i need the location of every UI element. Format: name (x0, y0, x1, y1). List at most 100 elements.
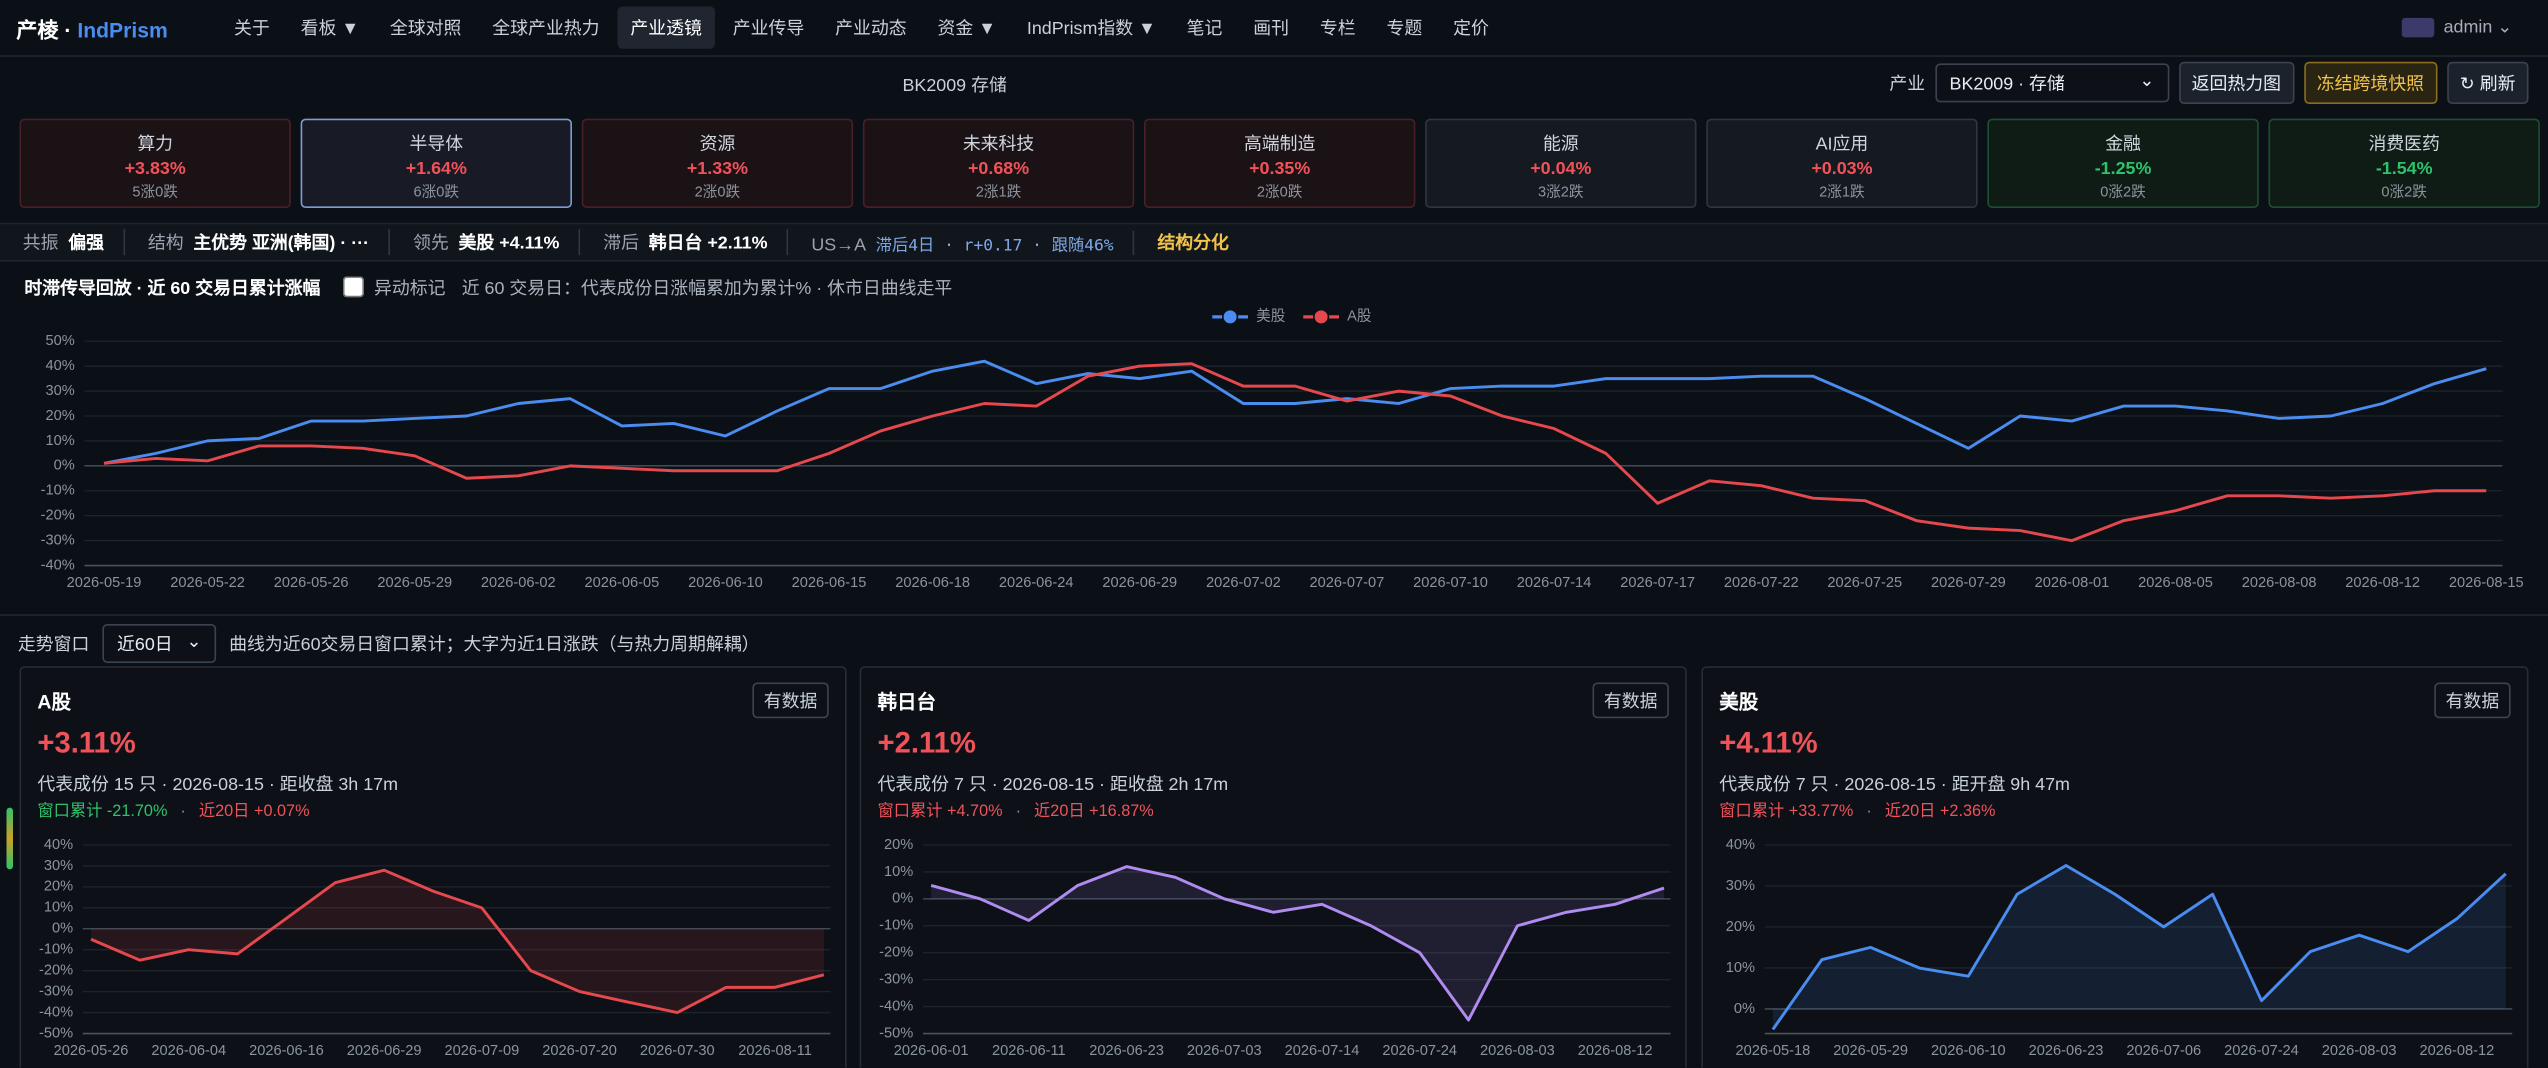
nav-item[interactable]: 全球产业热力 (492, 19, 600, 40)
sector-counts: 5涨0跌 (132, 183, 178, 200)
status-item: 共振 偏强 (0, 229, 126, 256)
nav-item[interactable]: 关于 (234, 19, 270, 40)
nav-item[interactable]: 看板 ▼ (300, 19, 360, 40)
y-tick-label: -50% (39, 1025, 73, 1041)
window-select[interactable]: 近60日 ⌄ (102, 624, 217, 663)
legend-label: 美股 (1256, 308, 1286, 325)
sector-counts: 2涨0跌 (694, 183, 741, 200)
y-tick-label: -40% (39, 1004, 73, 1020)
button[interactable]: ↻ 刷新 (2446, 61, 2529, 104)
status-value: 滞后4日 · r+0.17 · 跟随46% (875, 236, 1114, 255)
nav-item[interactable]: 产业传导 (732, 19, 805, 40)
sector-card[interactable]: 消费医药 -1.54% 0涨2跌 (2268, 118, 2540, 208)
sector-card[interactable]: 资源 +1.33% 2涨0跌 (581, 118, 854, 208)
area (91, 870, 824, 1013)
nav-item[interactable]: 产业动态 (835, 19, 907, 40)
legend-marker (1313, 308, 1330, 325)
sector-card[interactable]: 金融 -1.25% 0涨2跌 (1987, 118, 2259, 208)
panel-window: 窗口累计 +4.70% · 近20日 +16.87% (878, 796, 1154, 821)
sector-name: 消费医药 (2368, 134, 2440, 155)
sector-change: +1.33% (686, 159, 749, 179)
status-item: 结构 主优势 亚洲(韩国) · ··· (125, 229, 391, 256)
sector-change: -1.25% (2094, 159, 2152, 179)
brand-sep: · (64, 17, 72, 42)
nav-item[interactable]: 资金 ▼ (937, 19, 996, 40)
x-tick-label: 2026-06-10 (1931, 1043, 2006, 1059)
x-tick-label: 2026-05-22 (170, 575, 245, 591)
nav-item[interactable]: 专题 (1386, 19, 1423, 40)
y-tick-label: 0% (52, 921, 73, 937)
button[interactable]: 返回热力图 (2178, 61, 2295, 104)
panel-badge[interactable]: 有数据 (752, 682, 829, 719)
y-tick-label: -20% (39, 963, 73, 979)
sector-change: +3.83% (124, 159, 186, 179)
toggle[interactable]: 异动标记 (337, 271, 445, 302)
x-tick-label: 2026-07-25 (1827, 575, 1902, 591)
x-tick-label: 2026-07-20 (542, 1043, 617, 1059)
y-tick-label: 0% (892, 891, 913, 907)
x-tick-label: 2026-07-09 (444, 1043, 519, 1059)
user-menu[interactable]: admin ⌄ (2401, 16, 2512, 38)
industry-select[interactable]: BK2009 · 存储 ⌄ (1934, 63, 2169, 103)
status-item: 滞后 韩日台 +2.11% (581, 229, 789, 256)
panel-badge[interactable]: 有数据 (2434, 682, 2511, 719)
sector-card[interactable]: 高端制造 +0.35% 2涨0跌 (1144, 118, 1416, 208)
window-note: 曲线为近60交易日窗口累计；大字为近1日涨跌（与热力周期解耦） (229, 635, 760, 655)
nav-item[interactable]: 产业透镜 (617, 6, 715, 49)
brand[interactable]: 产棱 · IndPrism (16, 12, 221, 43)
x-tick-label: 2026-06-04 (151, 1043, 226, 1059)
x-tick-label: 2026-07-07 (1310, 575, 1385, 591)
y-tick-label: -40% (879, 998, 913, 1014)
market-panel: A股 有数据 +3.11% 代表成份 15 只 · 2026-08-15 · 距收盘 … (19, 666, 847, 1068)
brand-cn: 产棱 (16, 17, 59, 42)
panel-badge[interactable]: 有数据 (1592, 682, 1669, 719)
x-tick-label: 2026-06-23 (1089, 1043, 1164, 1059)
x-tick-label: 2026-05-18 (1736, 1043, 1811, 1059)
label: 窗口累计 (1719, 802, 1785, 821)
checkbox[interactable] (343, 276, 365, 298)
sep: · (1866, 802, 1872, 821)
main-chart: 50% 40% 30% 20% 10% 0% -10% -20% -30% -40% 2026-05… (41, 308, 2524, 592)
nav-item[interactable]: 定价 (1453, 19, 1489, 40)
button[interactable]: 冻结跨境快照 (2303, 61, 2438, 104)
sector-card[interactable]: AI应用 +0.03% 2涨1跌 (1706, 118, 1978, 208)
nav-item[interactable]: IndPrism指数 ▼ (1026, 19, 1156, 40)
x-tick-label: 2026-05-29 (1833, 1043, 1908, 1059)
window-cum: 窗口累计 +4.70% (878, 803, 1003, 821)
y-tick-label: -30% (41, 532, 75, 548)
y-tick-label: 0% (1734, 1001, 1755, 1017)
line (930, 865, 1665, 1022)
x-tick-label: 2026-06-18 (895, 575, 970, 591)
nav-item[interactable]: 笔记 (1186, 19, 1223, 40)
sector-name: AI应用 (1815, 134, 1869, 155)
status-item: 领先 美股 +4.11% (390, 229, 581, 256)
y-tick-label: 20% (46, 408, 75, 424)
sector-counts: 0涨2跌 (2381, 183, 2427, 200)
nav-item[interactable]: 全球对照 (389, 19, 462, 40)
sector-counts: 0涨2跌 (2100, 183, 2146, 200)
window-label: 走势窗口 (17, 635, 90, 655)
sector-card[interactable]: 未来科技 +0.68% 2涨1跌 (862, 118, 1135, 208)
header-controls: 产业 BK2009 · 存储 ⌄ 返回热力图 冻结跨境快照 ↻ 刷新 (1889, 61, 2529, 104)
x-tick-label: 2026-08-12 (2420, 1043, 2495, 1059)
sep: · (180, 802, 186, 821)
nav-item[interactable]: 专栏 (1319, 19, 1356, 40)
x-tick-label: 2026-07-06 (2126, 1043, 2201, 1059)
x-tick-label: 2026-05-29 (377, 575, 452, 591)
sector-counts: 2涨1跌 (975, 183, 1022, 200)
sector-name: 半导体 (409, 134, 464, 155)
sector-card[interactable]: 半导体 +1.64% 6涨0跌 (300, 118, 572, 208)
nav-item[interactable]: 画刊 (1253, 19, 1290, 40)
chart-title: 时滞传导回放 · 近 60 交易日累计涨幅 (24, 278, 321, 299)
panel-chart: 20% 10% 0% -10% -20% -30% -40% -50% 2026-06-01 20… (879, 837, 1671, 1059)
x-tick-label: 2026-08-12 (2345, 575, 2420, 591)
sector-card[interactable]: 算力 +3.83% 5涨0跌 (19, 118, 291, 208)
value: -21.70% (106, 802, 168, 821)
x-tick-label: 2026-08-12 (1578, 1043, 1653, 1059)
x-tick-label: 2026-08-05 (2138, 575, 2213, 591)
indicator (6, 807, 13, 870)
sector-name: 高端制造 (1243, 134, 1316, 155)
sector-change: +0.03% (1811, 159, 1873, 179)
status-label: 领先 (413, 234, 449, 254)
sector-card[interactable]: 能源 +0.04% 3涨2跌 (1425, 118, 1697, 208)
